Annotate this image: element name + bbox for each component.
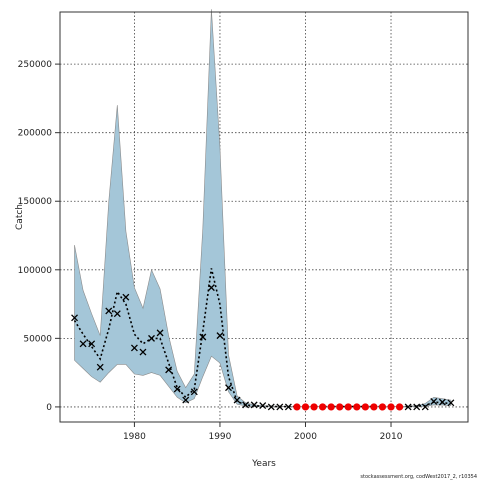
observed-point-stroke (250, 401, 258, 409)
observation-markers (71, 284, 455, 411)
missing-point (301, 403, 310, 411)
observed-point-stroke (259, 402, 267, 410)
observed-point-stroke (438, 398, 446, 406)
missing-point (387, 403, 395, 411)
x-tick-label: 1990 (208, 432, 231, 442)
observed-point-stroke (96, 363, 104, 371)
observed-point-stroke (267, 403, 275, 411)
observed-point (105, 307, 113, 315)
observed-point (79, 340, 87, 348)
observed-point-stroke (421, 403, 429, 411)
axes: 1980 1990 2000 2010 0 50000 100000 150000 200000… (18, 60, 403, 442)
observed-point-stroke (404, 403, 412, 411)
y-tick-label: 150000 (18, 197, 53, 207)
observed-point (421, 403, 429, 411)
observed-point-stroke (139, 348, 147, 356)
observed-point-stroke (165, 366, 173, 374)
observed-point (259, 402, 267, 410)
observed-point-stroke (284, 403, 292, 411)
x-tick-label: 2000 (294, 432, 317, 442)
observed-point-stroke (71, 314, 79, 322)
observed-point-stroke (130, 344, 138, 352)
observed-point (242, 401, 250, 409)
observed-point (113, 310, 121, 318)
observed-point (430, 397, 438, 405)
missing-point (370, 403, 378, 411)
observed-point (156, 329, 164, 337)
observed-point (199, 333, 207, 341)
observed-point (148, 334, 155, 342)
observed-point (284, 403, 292, 411)
y-tick-label: 100000 (18, 266, 53, 276)
observed-point-stroke (430, 397, 438, 405)
observed-point-stroke (122, 293, 130, 301)
observed-point-stroke (216, 332, 224, 340)
observed-point-stroke (79, 340, 87, 348)
observed-point-stroke (148, 334, 155, 342)
observed-point (190, 388, 198, 396)
observed-point-stroke (88, 340, 96, 348)
y-tick-label: 50000 (23, 334, 52, 344)
observed-point-stroke (113, 310, 121, 318)
y-axis-label: Catch (15, 204, 25, 230)
observed-point-stroke (225, 384, 232, 392)
observed-point (250, 401, 258, 409)
observed-point-stroke (413, 403, 421, 411)
missing-point (293, 403, 301, 411)
observed-point (88, 340, 96, 348)
observed-point-stroke (199, 333, 207, 341)
observed-point-stroke (182, 396, 190, 404)
missing-point (318, 403, 327, 411)
credit-text: stockassessment.org, codWest2017_2, r103… (360, 474, 477, 480)
observed-point (207, 284, 215, 292)
missing-point (395, 403, 404, 411)
observed-point (71, 314, 79, 322)
observed-point-stroke (190, 388, 198, 396)
observed-point-stroke (173, 385, 181, 393)
observed-point-stroke (276, 403, 284, 411)
missing-point (361, 403, 369, 411)
observed-point-stroke (207, 284, 215, 292)
observed-point (233, 396, 241, 404)
x-tick-label: 2010 (380, 432, 403, 442)
y-tick-label: 250000 (18, 60, 53, 70)
observed-point (182, 396, 190, 404)
observed-point-stroke (242, 401, 250, 409)
observed-point-stroke (105, 307, 113, 315)
observed-point (267, 403, 275, 411)
observed-point (216, 332, 224, 340)
observed-point (404, 403, 412, 411)
observed-point (438, 398, 446, 406)
missing-point (336, 403, 344, 411)
observed-point-stroke (447, 399, 455, 407)
observed-point (447, 399, 455, 407)
missing-point (310, 403, 318, 411)
missing-point (378, 403, 387, 411)
missing-point (327, 403, 335, 411)
observed-point (122, 293, 130, 301)
missing-point (353, 403, 361, 411)
observed-point-stroke (156, 329, 164, 337)
x-tick-label: 1980 (123, 432, 146, 442)
observed-point (96, 363, 104, 371)
observed-point (139, 348, 147, 356)
confidence-band (74, 9, 452, 408)
observed-point-stroke (233, 396, 241, 404)
observed-point (173, 385, 181, 393)
observed-point (165, 366, 173, 374)
plot-frame (59, 11, 469, 423)
y-tick-label: 0 (46, 403, 52, 413)
ci-band-area (74, 9, 452, 408)
x-axis-label: Years (251, 459, 276, 469)
y-tick-label: 200000 (18, 129, 53, 139)
observed-point (276, 403, 284, 411)
missing-point (344, 403, 352, 411)
observed-point (130, 344, 138, 352)
observed-point (225, 384, 232, 392)
observed-point (413, 403, 421, 411)
